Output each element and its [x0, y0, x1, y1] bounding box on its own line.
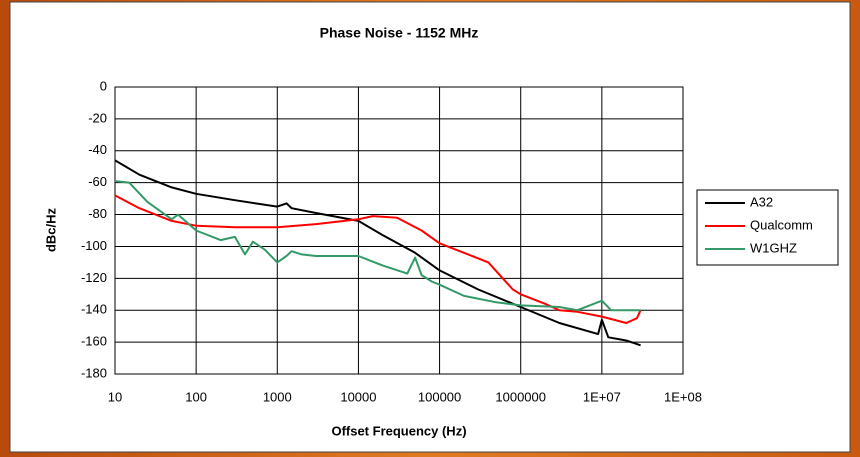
y-tick-label: -60 — [88, 174, 107, 189]
x-tick-label: 10000 — [340, 389, 376, 404]
x-axis-label: Offset Frequency (Hz) — [331, 423, 466, 438]
x-tick-label: 100 — [185, 389, 207, 404]
y-tick-label: -120 — [81, 270, 107, 285]
chart-title: Phase Noise - 1152 MHz — [320, 25, 479, 41]
x-tick-label: 100000 — [418, 389, 461, 404]
y-tick-label: -160 — [81, 334, 107, 349]
x-tick-label: 10 — [108, 389, 122, 404]
legend-label: Qualcomm — [750, 217, 813, 232]
legend-label: A32 — [750, 194, 773, 209]
x-tick-label: 1000000 — [495, 389, 546, 404]
series-line — [114, 159, 641, 347]
y-tick-label: -20 — [88, 110, 107, 125]
x-tick-label: 1E+07 — [583, 389, 621, 404]
y-tick-label: -80 — [88, 206, 107, 221]
plot-area — [114, 86, 684, 375]
series-line — [114, 180, 641, 312]
y-axis-label: dBc/Hz — [43, 207, 58, 252]
y-tick-label: 0 — [100, 78, 107, 93]
y-tick-label: -100 — [81, 238, 107, 253]
series-line — [114, 194, 642, 324]
x-tick-label: 1000 — [263, 389, 292, 404]
x-tick-label: 1E+08 — [664, 389, 702, 404]
y-tick-label: -40 — [88, 142, 107, 157]
y-tick-label: -180 — [81, 365, 107, 380]
legend-label: W1GHZ — [750, 240, 797, 255]
y-tick-label: -140 — [81, 302, 107, 317]
